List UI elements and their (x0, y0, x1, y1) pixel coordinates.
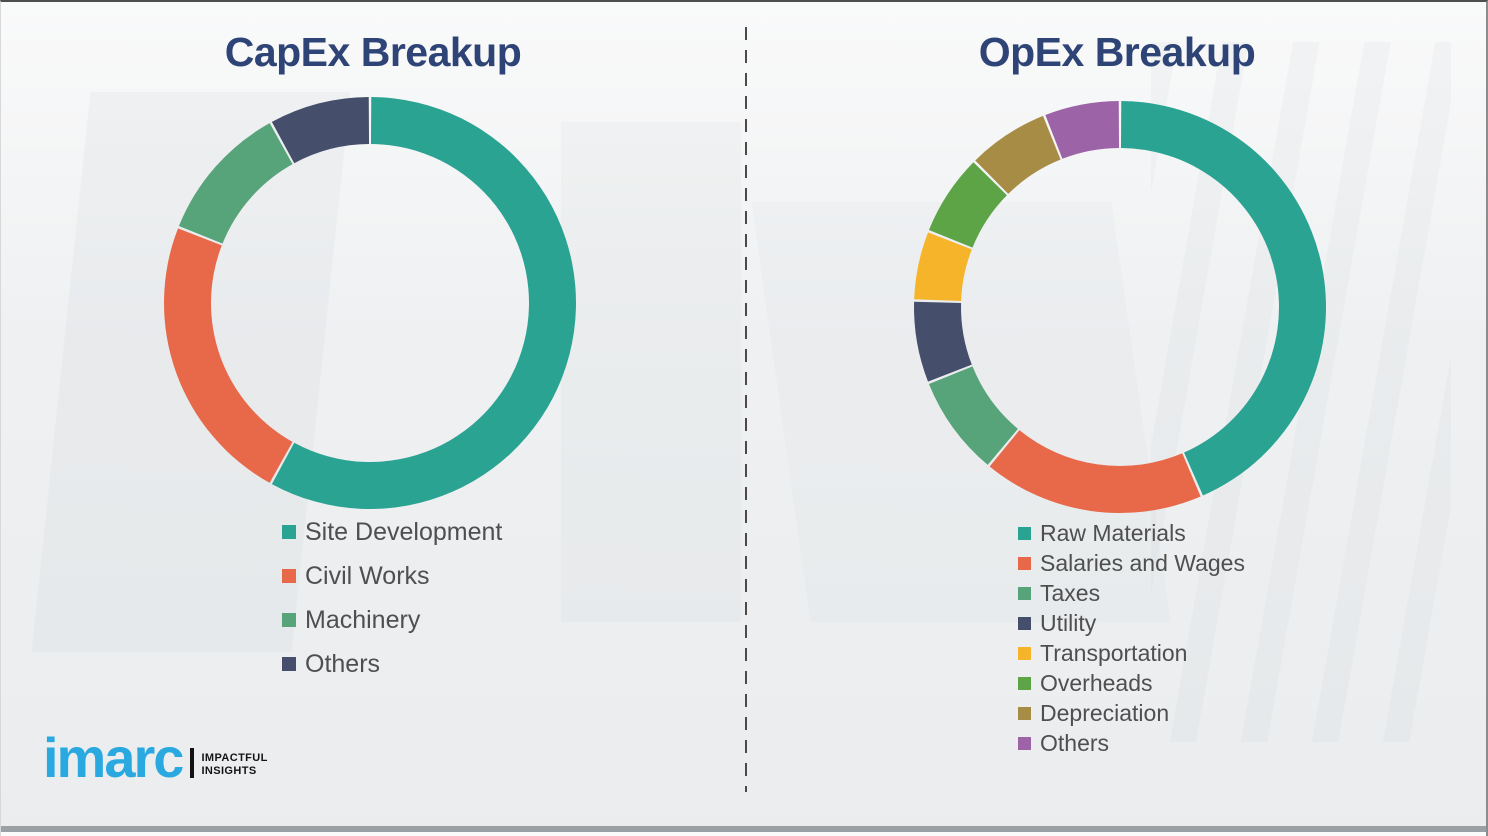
donut-segment-taxes (928, 366, 1018, 465)
legend-swatch-icon (282, 657, 296, 671)
legend-swatch-icon (1018, 646, 1031, 660)
donut-segment-salaries-and-wages (989, 430, 1201, 513)
legend-item-others: Others (282, 642, 502, 686)
logo-tagline-line2: INSIGHTS (201, 764, 257, 777)
legend-item-site-development: Site Development (282, 510, 502, 554)
legend-item-raw-materials: Raw Materials (1018, 518, 1245, 548)
capex-section: CapEx Breakup Site Development Civil Work… (1, 2, 745, 836)
capex-donut-chart (162, 95, 578, 511)
legend-swatch-icon (1018, 556, 1031, 570)
opex-section: OpEx Breakup Raw Materials Salaries and W… (745, 2, 1486, 836)
opex-breakup-donut-svg (914, 101, 1326, 513)
opex-title: OpEx Breakup (978, 29, 1256, 75)
legend-label: Others (305, 649, 381, 678)
legend-label: Depreciation (1040, 699, 1170, 726)
legend-item-machinery: Machinery (282, 598, 502, 642)
legend-label: Utility (1040, 609, 1097, 636)
donut-segment-raw-materials (1120, 101, 1326, 496)
donut-segment-depreciation (975, 115, 1061, 194)
legend-swatch-icon (1018, 706, 1031, 720)
legend-label: Raw Materials (1040, 519, 1186, 546)
legend-item-transportation: Transportation (1018, 638, 1245, 668)
legend-item-others: Others (1018, 728, 1245, 758)
legend-swatch-icon (1018, 676, 1031, 690)
donut-segment-others (1045, 101, 1120, 159)
opex-donut-chart (912, 99, 1328, 515)
imarc-logo: imarc IMPACTFUL INSIGHTS (43, 726, 268, 789)
legend-swatch-icon (282, 613, 296, 627)
donut-segment-transportation (914, 232, 972, 302)
donut-segment-civil-works (164, 228, 293, 483)
legend-item-salaries-and-wages: Salaries and Wages (1018, 548, 1245, 578)
legend-label: Site Development (305, 517, 503, 546)
capex-title: CapEx Breakup (224, 29, 522, 75)
legend-swatch-icon (1018, 736, 1031, 750)
legend-item-utility: Utility (1018, 608, 1245, 638)
legend-label: Taxes (1040, 579, 1101, 606)
legend-label: Salaries and Wages (1040, 549, 1245, 576)
logo-tagline: IMPACTFUL INSIGHTS (201, 752, 267, 781)
legend-label: Machinery (305, 605, 421, 634)
donut-segment-utility (914, 301, 972, 382)
legend-item-overheads: Overheads (1018, 668, 1245, 698)
imarc-logo-text: imarc (43, 726, 184, 789)
capex-breakup-donut-svg (164, 97, 576, 509)
legend-swatch-icon (1018, 586, 1031, 600)
legend-swatch-icon (282, 525, 296, 539)
legend-item-depreciation: Depreciation (1018, 698, 1245, 728)
donut-segment-overheads (928, 162, 1007, 248)
logo-divider-bar (190, 747, 195, 778)
legend-label: Transportation (1040, 639, 1188, 666)
legend-swatch-icon (1018, 526, 1031, 540)
legend-label: Civil Works (305, 561, 430, 590)
legend-swatch-icon (282, 569, 296, 583)
legend-swatch-icon (1018, 616, 1031, 630)
donut-segment-others (271, 97, 370, 164)
capex-legend: Site Development Civil Works Machinery Othe… (282, 510, 502, 686)
legend-label: Others (1040, 729, 1110, 756)
donut-segment-site-development (271, 97, 576, 509)
legend-item-taxes: Taxes (1018, 578, 1245, 608)
legend-item-civil-works: Civil Works (282, 554, 502, 598)
bottom-border (1, 826, 1486, 836)
dashed-divider-line (745, 27, 747, 792)
donut-segment-machinery (178, 123, 293, 244)
opex-legend: Raw Materials Salaries and Wages Taxes Util… (1018, 518, 1245, 758)
logo-tagline-line1: IMPACTFUL (201, 751, 268, 764)
legend-label: Overheads (1040, 669, 1153, 696)
